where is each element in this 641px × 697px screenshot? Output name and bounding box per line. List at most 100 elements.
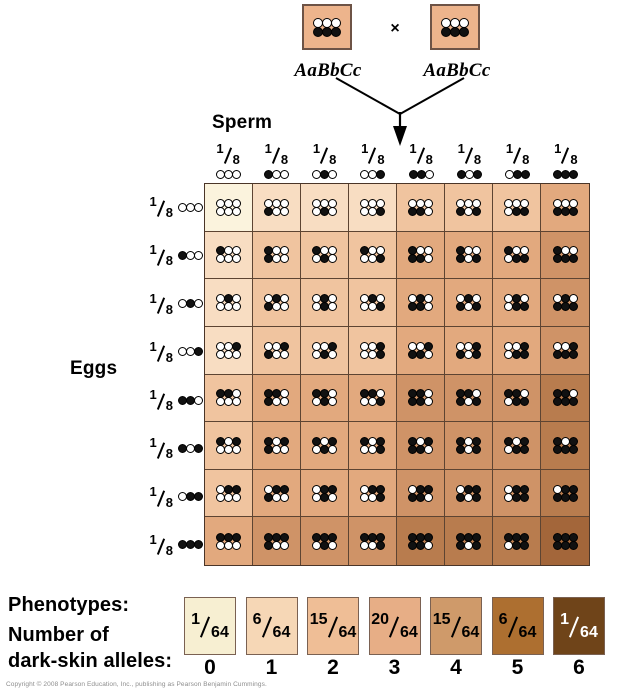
fraction: 1 64 (560, 611, 598, 641)
allele-dot-row (360, 492, 385, 502)
allele-dot-row (504, 254, 529, 264)
dark-allele-dot-icon (472, 540, 481, 550)
light-allele-dot-icon (424, 349, 433, 359)
allele-dot-row (360, 170, 386, 179)
dark-allele-dot-icon (520, 397, 529, 407)
dark-allele-dot-icon (376, 492, 385, 502)
punnett-cell (253, 422, 301, 470)
allele-dot-row (441, 26, 469, 37)
dark-allele-dot-icon (331, 26, 341, 37)
light-allele-dot-icon (231, 170, 241, 179)
light-allele-dot-icon (328, 492, 337, 502)
fraction-numerator: 1 (149, 338, 157, 354)
fraction: 18 (150, 340, 173, 364)
dark-allele-dot-icon (472, 349, 481, 359)
egg-gamete-header-7: 18 (128, 473, 203, 521)
punnett-cell (205, 469, 253, 518)
punnett-cell (349, 374, 397, 423)
punnett-cell (493, 279, 541, 327)
fraction: 18 (216, 142, 239, 166)
allele-dot-row (360, 540, 385, 550)
dark-skin-alleles-label: Number of dark-skin alleles: (8, 622, 172, 674)
allele-dot-row (360, 397, 385, 407)
light-allele-dot-icon (424, 206, 433, 216)
cross-to-grid-arrow (335, 77, 465, 146)
dark-allele-dot-icon (472, 206, 481, 216)
punnett-cell (541, 517, 589, 565)
punnett-cell (541, 231, 589, 280)
allele-dot-row (360, 349, 385, 359)
fraction: 1564 (433, 611, 480, 641)
punnett-cell (397, 374, 445, 423)
sperm-gamete-header-2: 18 (252, 142, 300, 179)
fraction-numerator: 1 (149, 194, 157, 210)
allele-dot-row (312, 254, 337, 264)
punnett-cell (253, 184, 301, 232)
fraction: 18 (554, 142, 577, 166)
fraction-numerator: 1 (149, 387, 157, 403)
allele-dot-row (408, 349, 433, 359)
punnett-cell (253, 469, 301, 518)
fraction: 18 (150, 436, 173, 460)
punnett-cell (445, 231, 493, 280)
punnett-grid (204, 183, 590, 566)
allele-dot-row (505, 170, 531, 179)
allele-dot-row (408, 444, 433, 454)
punnett-cell (205, 374, 253, 423)
dark-allele-dot-icon (568, 540, 578, 550)
dark-allele-dot-icon (193, 347, 203, 357)
dark-allele-dot-icon (568, 302, 578, 312)
allele-dot-row (408, 397, 433, 407)
dark-allele-dot-icon (521, 170, 531, 179)
fraction-denominator: 8 (473, 152, 482, 167)
allele-dot-row (177, 395, 203, 405)
fraction-numerator: 1 (554, 141, 562, 156)
punnett-cell (205, 326, 253, 375)
allele-dot-row (177, 492, 203, 502)
punnett-cell (349, 231, 397, 280)
allele-dot-row (312, 444, 337, 454)
phenotype-swatch-0: 1 64 (184, 597, 236, 655)
light-allele-dot-icon (232, 206, 241, 216)
fraction-denominator: 64 (272, 623, 291, 641)
dark-allele-dot-icon (568, 206, 578, 216)
punnett-cell (301, 517, 349, 565)
dark-allele-dot-icon (472, 254, 481, 264)
allele-dot-row (312, 492, 337, 502)
allele-dot-row (408, 170, 434, 179)
punnett-cell (445, 279, 493, 327)
allele-dot-row (216, 349, 241, 359)
punnett-cell (445, 469, 493, 518)
dark-allele-dot-icon (520, 444, 529, 454)
dark-allele-dot-icon (376, 254, 385, 264)
light-allele-dot-icon (232, 302, 241, 312)
fraction-denominator: 64 (580, 623, 598, 641)
cross-symbol: × (390, 20, 400, 37)
fraction-bar (157, 539, 166, 554)
punnett-cell (397, 231, 445, 280)
light-allele-dot-icon (328, 349, 337, 359)
allele-dot-row (456, 254, 481, 264)
allele-dot-row (456, 349, 481, 359)
dark-allele-dot-icon (472, 302, 481, 312)
punnett-cell (445, 517, 493, 565)
punnett-cell (205, 279, 253, 327)
dark-allele-count-0: 0 (204, 656, 216, 679)
allele-dot-row (263, 170, 289, 179)
allele-dot-row (177, 202, 203, 212)
light-allele-dot-icon (280, 397, 289, 407)
allele-dot-row (552, 532, 578, 542)
dark-allele-dot-icon (568, 444, 578, 454)
punnett-cell (445, 374, 493, 423)
light-allele-dot-icon (193, 299, 203, 309)
fraction-bar (320, 148, 329, 163)
allele-dot-row (504, 397, 529, 407)
allele-dot-row (216, 444, 241, 454)
light-allele-dot-icon (193, 250, 203, 260)
fraction-numerator: 15 (309, 610, 328, 628)
sperm-axis-label: Sperm (212, 112, 273, 133)
punnett-cell (493, 326, 541, 375)
punnett-cell (445, 326, 493, 375)
fraction-denominator: 8 (165, 398, 173, 414)
